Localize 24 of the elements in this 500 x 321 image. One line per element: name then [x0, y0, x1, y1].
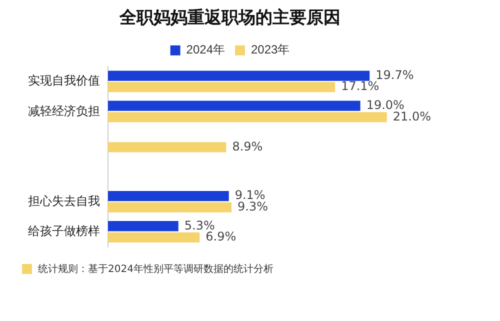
bar: [108, 70, 370, 81]
y-tick-label: 给孩子做榜样: [28, 224, 100, 238]
data-label: 21.0%: [392, 109, 432, 124]
bar: [108, 202, 232, 212]
bar: [108, 112, 387, 122]
bar: [108, 100, 360, 111]
bar: [108, 221, 178, 232]
y-tick-label: 减轻经济负担: [28, 104, 100, 118]
data-label: 17.1%: [341, 79, 380, 94]
legend-label: 2023年: [251, 42, 290, 57]
bar: [108, 232, 200, 242]
data-label: 8.9%: [232, 139, 263, 154]
y-tick-label: 实现自我价值: [28, 74, 100, 88]
chart-title: 全职妈妈重返职场的主要原因: [118, 8, 340, 27]
data-label: 19.7%: [376, 68, 414, 82]
bar: [108, 190, 229, 202]
data-label: 19.0%: [366, 98, 404, 112]
bar: [108, 82, 336, 92]
text: 统计规则：基于2024年性别平等调研数据的统计分析: [38, 262, 274, 276]
data-label: 5.3%: [184, 218, 215, 232]
legend-label: 2024年: [186, 42, 226, 57]
bar: [108, 142, 226, 152]
data-label: 6.9%: [206, 230, 236, 244]
y-tick-label: 担心失去自我: [28, 194, 100, 208]
